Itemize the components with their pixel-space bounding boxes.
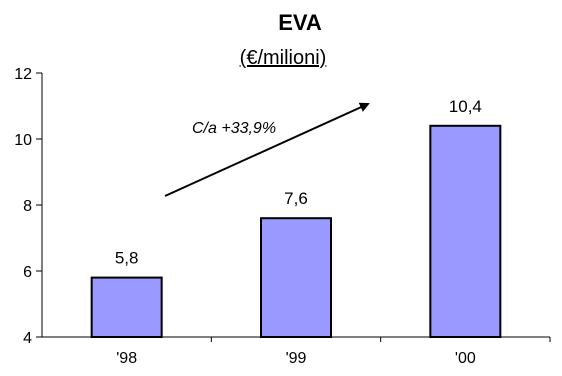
bar-2 [429, 124, 502, 338]
y-tick-label: 8 [23, 198, 32, 215]
chart-subtitle: (€/milioni) [240, 47, 327, 69]
y-tick-label: 10 [14, 132, 32, 149]
data-label: 10,4 [449, 97, 482, 116]
data-label: 7,6 [284, 189, 308, 208]
bar-1 [260, 217, 332, 338]
bar-0 [90, 276, 163, 339]
growth-annotation: C/a +33,9% [192, 120, 276, 137]
x-axis-ticks: '98 '99 '00 [116, 337, 551, 367]
data-labels: 5,8 7,6 10,4 [115, 97, 482, 268]
y-tick-label: 4 [23, 330, 32, 347]
y-tick-label: 6 [23, 264, 32, 281]
data-label: 5,8 [115, 249, 139, 268]
x-tick-label: '00 [455, 350, 476, 367]
y-axis-ticks: 4 6 8 10 12 [14, 66, 42, 347]
x-tick-label: '99 [286, 350, 307, 367]
growth-arrow [164, 102, 370, 197]
chart-title: EVA [278, 10, 322, 35]
x-tick-label: '98 [116, 350, 137, 367]
y-tick-label: 12 [14, 66, 32, 83]
bars [90, 124, 502, 339]
